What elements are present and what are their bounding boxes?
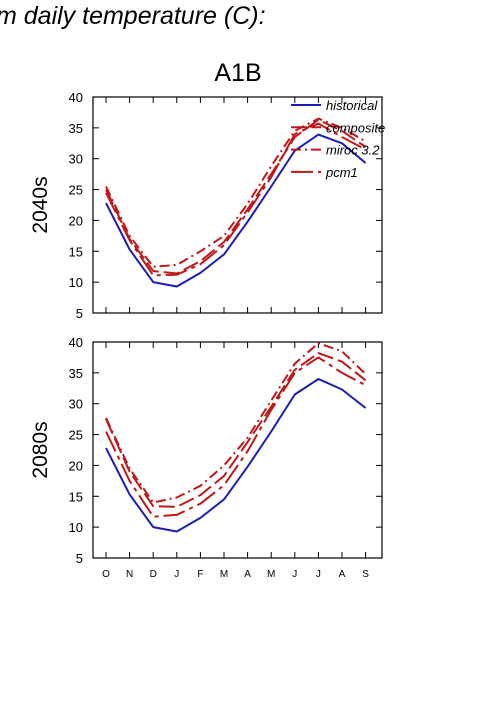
panel-label: 2080s <box>29 421 52 478</box>
y-tick-label: 40 <box>69 90 83 105</box>
panel-label: 2040s <box>29 176 52 233</box>
panel-2040s: 5 10 15 20 25 30 35 40 2040s <box>29 90 383 321</box>
x-tick-label: F <box>197 569 203 580</box>
x-tick-label: N <box>126 569 133 580</box>
series-line-composite <box>105 118 367 275</box>
y-tick-label: 10 <box>69 275 83 290</box>
series-line-composite <box>105 352 367 508</box>
legend-label: pcm1 <box>325 165 358 180</box>
y-tick-label: 40 <box>69 335 83 350</box>
x-tick-label: M <box>267 569 275 580</box>
plot-frame <box>92 341 383 559</box>
y-tick-label: 10 <box>69 520 83 535</box>
y-tick-label: 25 <box>69 183 83 198</box>
y-tick-label: 30 <box>69 152 83 167</box>
page-title: m daily temperature (C): <box>0 2 266 30</box>
x-tick-label: A <box>244 569 251 580</box>
x-tick-label: S <box>362 569 369 580</box>
y-tick-label: 30 <box>69 397 83 412</box>
legend-label: composite <box>326 120 385 135</box>
panel-2080s: 5 10 15 20 25 30 35 40 2080s <box>29 335 383 566</box>
series-line-pcm1 <box>105 356 367 518</box>
y-tick-label: 20 <box>69 458 83 473</box>
legend-label: miroc 3.2 <box>326 143 380 158</box>
series-line-pcm1 <box>105 122 367 277</box>
plot-frame <box>92 96 383 314</box>
x-tick-label: O <box>102 569 110 580</box>
legend: historical composite miroc 3.2 pcm1 <box>291 98 385 180</box>
y-tick-label: 35 <box>69 366 83 381</box>
series-line-miroc-3-2 <box>105 117 367 268</box>
series-line-miroc-3-2 <box>105 342 367 504</box>
series-line-historical <box>105 133 367 288</box>
legend-label: historical <box>326 98 378 113</box>
y-tick-label: 25 <box>69 428 83 443</box>
x-tick-label: M <box>220 569 228 580</box>
x-tick-label: J <box>292 569 297 580</box>
x-tick-label: D <box>150 569 157 580</box>
y-tick-label: 15 <box>69 244 83 259</box>
x-tick-label: J <box>174 569 179 580</box>
y-tick-label: 5 <box>76 551 83 566</box>
y-tick-label: 35 <box>69 121 83 136</box>
y-tick-label: 5 <box>76 306 83 321</box>
y-tick-label: 15 <box>69 489 83 504</box>
scenario-title: A1B <box>214 59 261 87</box>
x-tick-label: J <box>316 569 321 580</box>
series-line-historical <box>105 378 367 533</box>
y-tick-label: 20 <box>69 213 83 228</box>
x-tick-label: A <box>339 569 346 580</box>
